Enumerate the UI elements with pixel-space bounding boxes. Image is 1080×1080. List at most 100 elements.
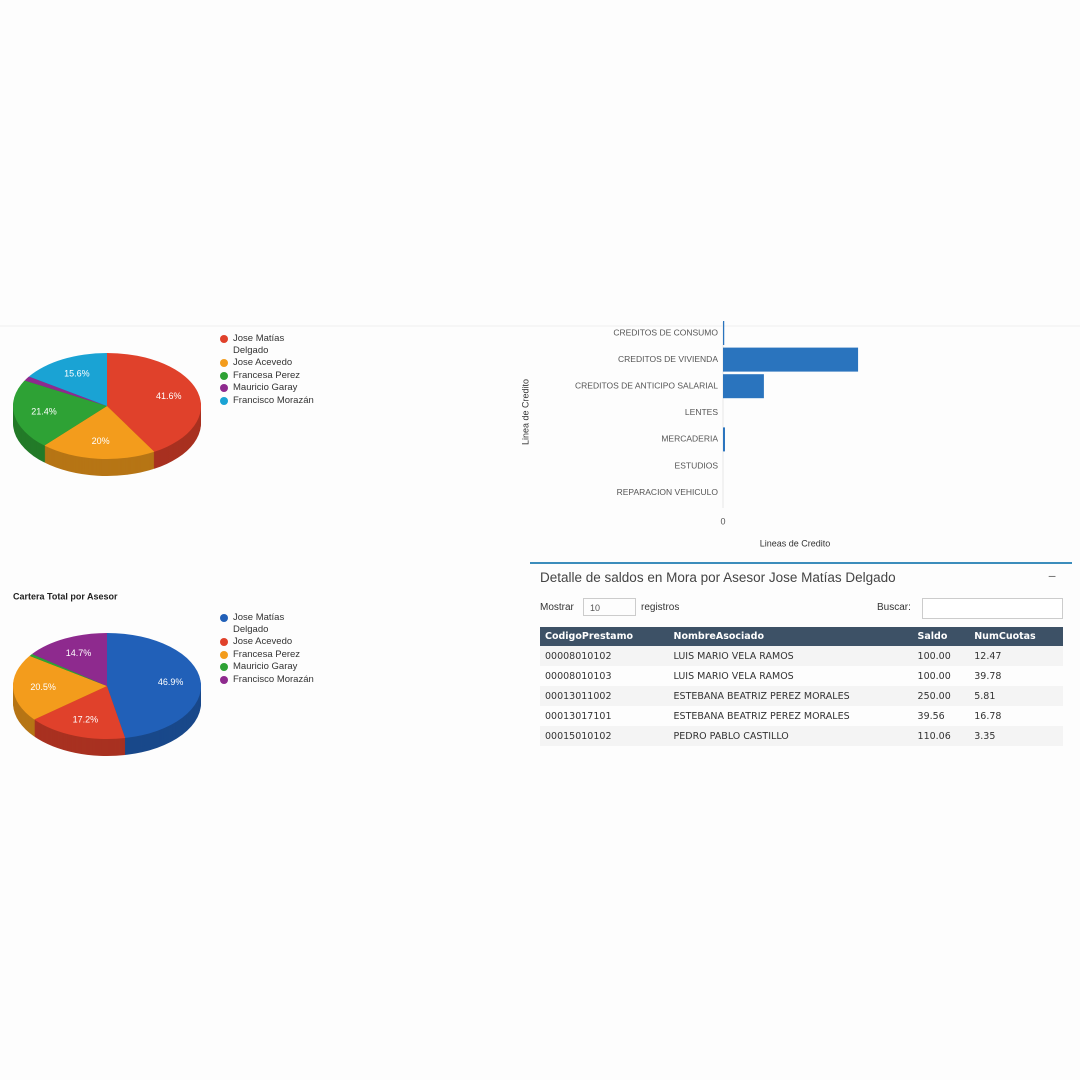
bar <box>723 374 764 399</box>
data-table: CodigoPrestamo NombreAsociado Saldo NumCuot… <box>540 627 1063 746</box>
slice-label: 41.6% <box>156 391 182 401</box>
collapse-button[interactable]: − <box>1048 568 1057 584</box>
y-tick-label: CREDITOS DE VIVIENDA <box>618 354 718 364</box>
legend-dot <box>220 396 228 405</box>
table-cell: 00008010102 <box>540 646 669 666</box>
column-header[interactable]: CodigoPrestamo <box>540 627 669 646</box>
legend-item: Mauricio Garay <box>220 382 315 394</box>
legend-item: Jose Acevedo <box>220 357 315 369</box>
table-cell: 00008010103 <box>545 670 612 682</box>
column-header[interactable]: NumCuotas <box>969 627 1063 646</box>
legend-text: Jose Acevedo <box>233 636 293 647</box>
legend-item: Mauricio Garay <box>220 661 315 673</box>
legend-item: Francesa Perez <box>220 370 315 382</box>
pie-slice <box>44 406 155 459</box>
legend-item: Jose Matías Delgado <box>220 333 315 356</box>
search-input[interactable] <box>922 598 1063 619</box>
legend-text: Francisco Morazán <box>233 673 314 685</box>
pie-slice <box>12 655 107 720</box>
table-cell: ESTEBANA BEATRIZ PEREZ MORALES <box>668 686 913 706</box>
y-axis-label: Linea de Credito <box>520 379 530 445</box>
bar <box>723 321 725 345</box>
table-cell: 100.00 <box>912 646 970 666</box>
legend-text: Mauricio Garay <box>233 382 298 393</box>
pie-slice <box>12 380 108 446</box>
column-header[interactable]: Saldo <box>912 627 970 646</box>
table-cell: 12.47 <box>969 646 1063 666</box>
legend-dot <box>220 371 228 380</box>
table-cell: 110.06 <box>912 726 970 746</box>
column-header[interactable]: NombreAsociado <box>668 627 913 646</box>
legend-text: Mauricio Garay <box>233 661 298 672</box>
table-cell: LUIS MARIO VELA RAMOS <box>668 646 913 666</box>
legend-text: Jose Matías Delgado <box>233 612 285 635</box>
pie-slice <box>107 353 201 452</box>
legend-item: Francisco Morazán <box>220 674 315 686</box>
slice-label: 17.2% <box>73 714 99 724</box>
pie-slice <box>28 353 108 406</box>
legend-dot <box>220 359 228 367</box>
legend-item: Jose Matías Delgado <box>220 612 315 635</box>
x-axis-label: Lineas de Credito <box>760 538 831 548</box>
slice-label: 46.9% <box>158 677 184 687</box>
table-cell: 00015010102 <box>540 726 669 746</box>
legend-text: Francesa Perez <box>233 369 301 381</box>
length-select[interactable]: 10 <box>583 598 636 616</box>
table-cell: 5.81 <box>969 686 1063 706</box>
legend: Jose Matías Delgado Jose Acevedo Francesa … <box>220 612 315 686</box>
slice-label: 20.5% <box>30 682 56 692</box>
slice-label: 15.6% <box>64 369 90 379</box>
table-row: 00008010102 LUIS MARIO VELA RAMOS 100.00 12… <box>540 646 1063 666</box>
legend-dot <box>220 675 228 684</box>
table-panel: Detalle de saldos en Mora por Asesor Jos… <box>530 562 1072 760</box>
pie-slice <box>32 633 107 686</box>
pie-slice <box>107 633 201 738</box>
table-cell: 100.00 <box>917 670 951 682</box>
table-row: 00015010102 PEDRO PABLO CASTILLO 110.06 3.3… <box>540 726 1063 746</box>
legend-item: Francisco Morazán <box>220 395 315 407</box>
legend-item: Francesa Perez <box>220 649 315 661</box>
search-label: Buscar: <box>877 602 911 613</box>
table-cell: 00013011002 <box>540 686 669 706</box>
x-tick-label: 0 <box>720 516 725 526</box>
table-cell: 39.56 <box>917 710 945 722</box>
bar <box>723 427 725 452</box>
y-tick-label: LENTES <box>685 407 718 417</box>
table-row: 00013011002 ESTEBANA BEATRIZ PEREZ MORALE… <box>540 686 1063 706</box>
pie-slice <box>29 654 107 686</box>
y-tick-label: ESTUDIOS <box>675 460 719 470</box>
legend-text: Francisco Morazán <box>233 394 314 406</box>
table-cell: 00013017101 <box>545 710 612 722</box>
legend-dot <box>220 650 228 659</box>
table-row: 00008010103 LUIS MARIO VELA RAMOS 100.00 39… <box>540 666 1063 686</box>
legend-item: Jose Acevedo <box>220 636 315 648</box>
legend-dot <box>220 663 228 671</box>
slice-label: 14.7% <box>66 648 92 658</box>
y-tick-label: REPARACION VEHICULO <box>617 487 719 497</box>
length-label: registros <box>641 602 680 613</box>
table-cell: 250.00 <box>912 686 970 706</box>
legend-dot <box>220 614 228 622</box>
slice-label: 21.4% <box>31 406 57 416</box>
table-cell: 16.78 <box>974 710 1002 722</box>
slice-label: 20% <box>92 436 110 446</box>
legend-dot <box>220 335 228 343</box>
legend-text: Jose Matías Delgado <box>233 333 285 356</box>
table-cell: LUIS MARIO VELA RAMOS <box>673 670 794 682</box>
pie-slice <box>24 376 107 406</box>
bar <box>723 347 859 372</box>
pie-slice <box>34 686 126 739</box>
table-row: 00013017101 ESTEBANA BEATRIZ PEREZ MORALE… <box>540 706 1063 726</box>
chart-title: Cartera Total por Asesor <box>13 591 118 601</box>
panel-title: Detalle de saldos en Mora por Asesor Jos… <box>540 570 896 585</box>
legend-dot <box>220 384 228 392</box>
table-cell: ESTEBANA BEATRIZ PEREZ MORALES <box>673 710 850 722</box>
y-tick-label: CREDITOS DE ANTICIPO SALARIAL <box>575 380 718 390</box>
table-cell: 39.78 <box>974 670 1002 682</box>
table-cell: 3.35 <box>969 726 1063 746</box>
y-tick-label: MERCADERIA <box>661 434 718 444</box>
y-tick-label: CREDITOS DE CONSUMO <box>613 327 718 337</box>
table-cell: PEDRO PABLO CASTILLO <box>668 726 913 746</box>
